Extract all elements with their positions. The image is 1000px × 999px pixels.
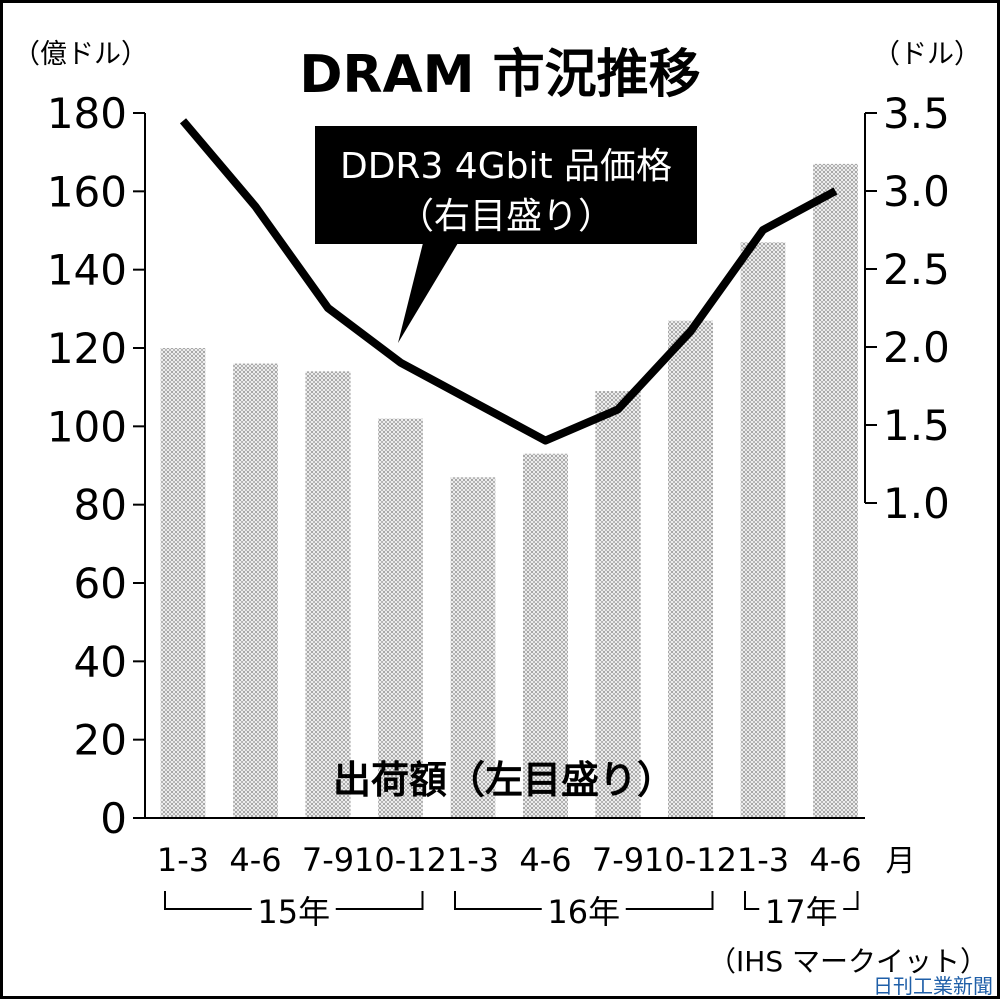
right-tick-label: 2.0 <box>883 323 950 372</box>
right-tick-label: 3.5 <box>883 89 950 138</box>
left-tick-label: 180 <box>47 89 127 138</box>
shipment-bar <box>450 477 496 818</box>
shipment-bar <box>813 163 858 818</box>
shipment-bar <box>305 371 351 818</box>
year-bracket-right <box>335 891 424 910</box>
x-tick-label: 10-12 <box>354 841 447 879</box>
line-series-label: DDR3 4Gbit 品価格 <box>340 146 672 187</box>
year-bracket-left <box>454 891 542 910</box>
dram-chart: DRAM 市況推移 （億ドル） （ドル） 0 20 40 60 80 100 120 140 1… <box>13 39 993 996</box>
line-series-callout: DDR3 4Gbit 品価格 （右目盛り） <box>315 126 697 343</box>
x-unit-label: 月 <box>886 844 916 879</box>
left-tick-label: 40 <box>74 637 127 686</box>
price-series-line <box>179 118 838 445</box>
right-tick-label: 3.0 <box>883 167 950 216</box>
left-tick-label: 120 <box>47 324 127 373</box>
right-tick-label: 1.5 <box>883 401 950 450</box>
left-axis-unit: （億ドル） <box>13 39 148 70</box>
shipment-bar <box>668 320 713 818</box>
left-tick-label: 20 <box>74 716 127 765</box>
bar-series-label: 出荷額（左目盛り） <box>333 758 675 802</box>
left-tick-label: 80 <box>74 481 127 530</box>
left-tick-label: 0 <box>100 794 127 843</box>
x-tick-label: 10-12 <box>644 841 737 879</box>
left-tick-label: 100 <box>47 402 127 451</box>
shipment-bar <box>740 242 786 818</box>
left-tick-label: 60 <box>74 559 127 608</box>
chart-title: DRAM 市況推移 <box>299 45 700 105</box>
year-bracket-right <box>625 891 714 910</box>
shipment-bar <box>595 391 641 818</box>
year-bracket-left <box>744 891 760 910</box>
x-tick-label: 1-3 <box>447 841 499 879</box>
shipment-bar <box>523 453 568 818</box>
right-axis-unit: （ドル） <box>873 39 981 70</box>
right-tick-label: 1.0 <box>883 479 950 528</box>
source-label: （IHS マークイット） <box>708 945 988 978</box>
left-tick-label: 140 <box>47 246 127 295</box>
x-tick-label: 4-6 <box>519 841 571 879</box>
year-group-label: 16年 <box>547 893 620 931</box>
x-tick-label: 4-6 <box>809 841 861 879</box>
shipment-bar <box>378 418 423 818</box>
credit-label: 日刊工業新聞 <box>873 974 993 996</box>
year-group-label: 17年 <box>765 893 838 931</box>
year-group-label: 15年 <box>257 893 330 931</box>
x-tick-label: 7-9 <box>592 841 644 879</box>
x-tick-label: 1-3 <box>737 841 789 879</box>
year-bracket-left <box>164 891 252 910</box>
left-tick-label: 160 <box>47 167 127 216</box>
line-series-sublabel: （右目盛り） <box>398 196 614 237</box>
x-tick-label: 7-9 <box>302 841 354 879</box>
shipment-bar <box>160 348 206 818</box>
shipment-bar <box>233 363 278 818</box>
year-bracket-right <box>843 891 859 910</box>
x-tick-label: 4-6 <box>229 841 281 879</box>
x-tick-label: 1-3 <box>157 841 209 879</box>
right-tick-label: 2.5 <box>883 245 950 294</box>
